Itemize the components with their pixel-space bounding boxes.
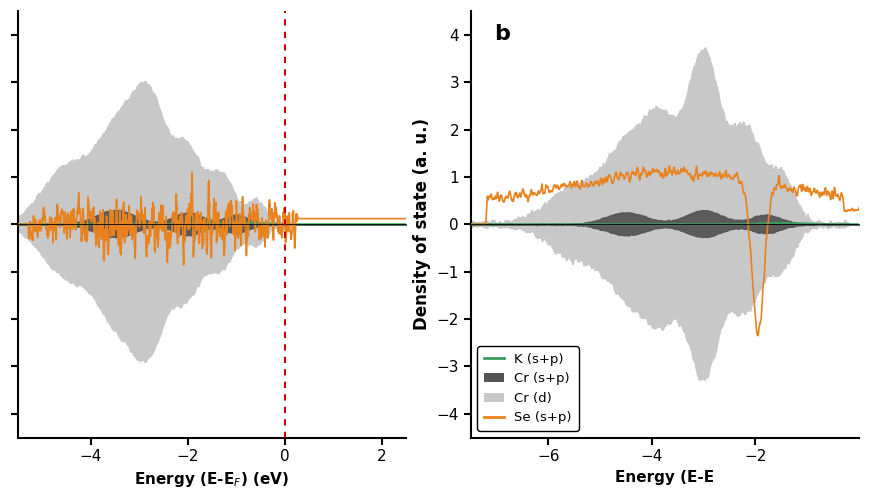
- K (s+p): [231, 220, 242, 226]
- K (s+p): [658, 222, 668, 228]
- K (s+p): [10, 222, 21, 228]
- K (s+p): [196, 220, 206, 226]
- X-axis label: Energy (E-E$_F$) (eV): Energy (E-E$_F$) (eV): [135, 470, 289, 489]
- Se (s+p): [866, 207, 869, 213]
- Line: K (s+p): K (s+p): [454, 223, 869, 224]
- Se (s+p): [402, 216, 413, 222]
- Line: K (s+p): K (s+p): [0, 222, 420, 224]
- Se (s+p): [196, 222, 207, 228]
- Line: Se (s+p): Se (s+p): [454, 166, 869, 336]
- Se (s+p): [415, 218, 425, 224]
- Se (s+p): [187, 169, 197, 175]
- Se (s+p): [325, 216, 335, 222]
- Y-axis label: Density of state (a. u.): Density of state (a. u.): [413, 118, 430, 330]
- K (s+p): [866, 222, 869, 228]
- Se (s+p): [752, 332, 762, 338]
- Se (s+p): [658, 174, 668, 180]
- X-axis label: Energy (E-E: Energy (E-E: [614, 470, 713, 485]
- Se (s+p): [788, 184, 799, 190]
- Se (s+p): [866, 206, 869, 212]
- K (s+p): [325, 222, 335, 228]
- Se (s+p): [472, 222, 482, 228]
- Se (s+p): [185, 209, 196, 215]
- Se (s+p): [449, 222, 460, 228]
- Legend: K (s+p), Cr (s+p), Cr (d), Se (s+p): K (s+p), Cr (s+p), Cr (d), Se (s+p): [477, 346, 578, 431]
- Text: b: b: [494, 24, 509, 44]
- K (s+p): [415, 222, 425, 228]
- K (s+p): [403, 222, 414, 228]
- Se (s+p): [10, 222, 21, 228]
- K (s+p): [787, 220, 798, 226]
- Se (s+p): [647, 166, 657, 172]
- Se (s+p): [403, 216, 414, 222]
- K (s+p): [472, 222, 482, 228]
- K (s+p): [647, 222, 657, 228]
- Se (s+p): [178, 262, 189, 268]
- K (s+p): [449, 222, 460, 228]
- K (s+p): [866, 222, 869, 228]
- Se (s+p): [664, 163, 674, 169]
- K (s+p): [184, 221, 195, 227]
- Line: Se (s+p): Se (s+p): [0, 172, 420, 265]
- K (s+p): [282, 222, 292, 228]
- K (s+p): [402, 222, 413, 228]
- K (s+p): [775, 220, 786, 226]
